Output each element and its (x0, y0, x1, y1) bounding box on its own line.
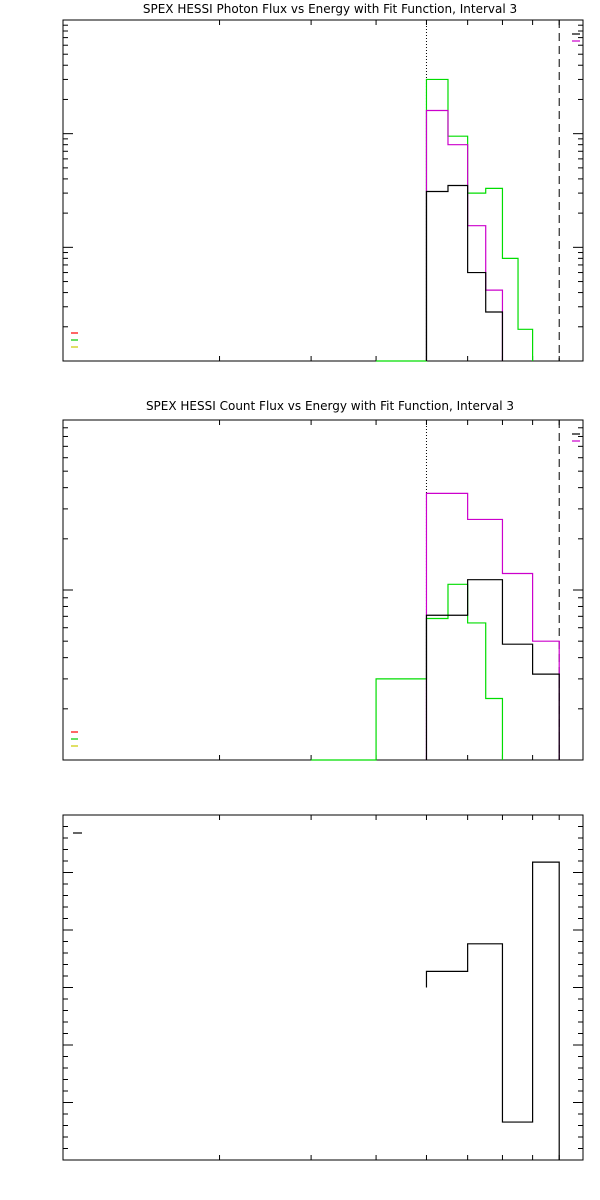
residuals-panel (62, 814, 584, 1161)
count-flux-title: SPEX HESSI Count Flux vs Energy with Fit… (146, 399, 514, 413)
series-step-line (376, 78, 534, 362)
series-step-line (425, 861, 560, 1160)
series-step-line (311, 583, 504, 761)
plot-frame (62, 814, 584, 1161)
plot-frame (62, 419, 584, 761)
series-step-line (425, 184, 504, 361)
photon-flux-panel: SPEX HESSI Photon Flux vs Energy with Fi… (62, 2, 584, 362)
count-flux-panel: SPEX HESSI Count Flux vs Energy with Fit… (62, 399, 584, 761)
series-step-line (425, 109, 504, 361)
plot-frame (62, 19, 584, 362)
series-step-line (425, 492, 560, 760)
photon-flux-title: SPEX HESSI Photon Flux vs Energy with Fi… (143, 2, 517, 16)
series-step-line (425, 579, 560, 760)
